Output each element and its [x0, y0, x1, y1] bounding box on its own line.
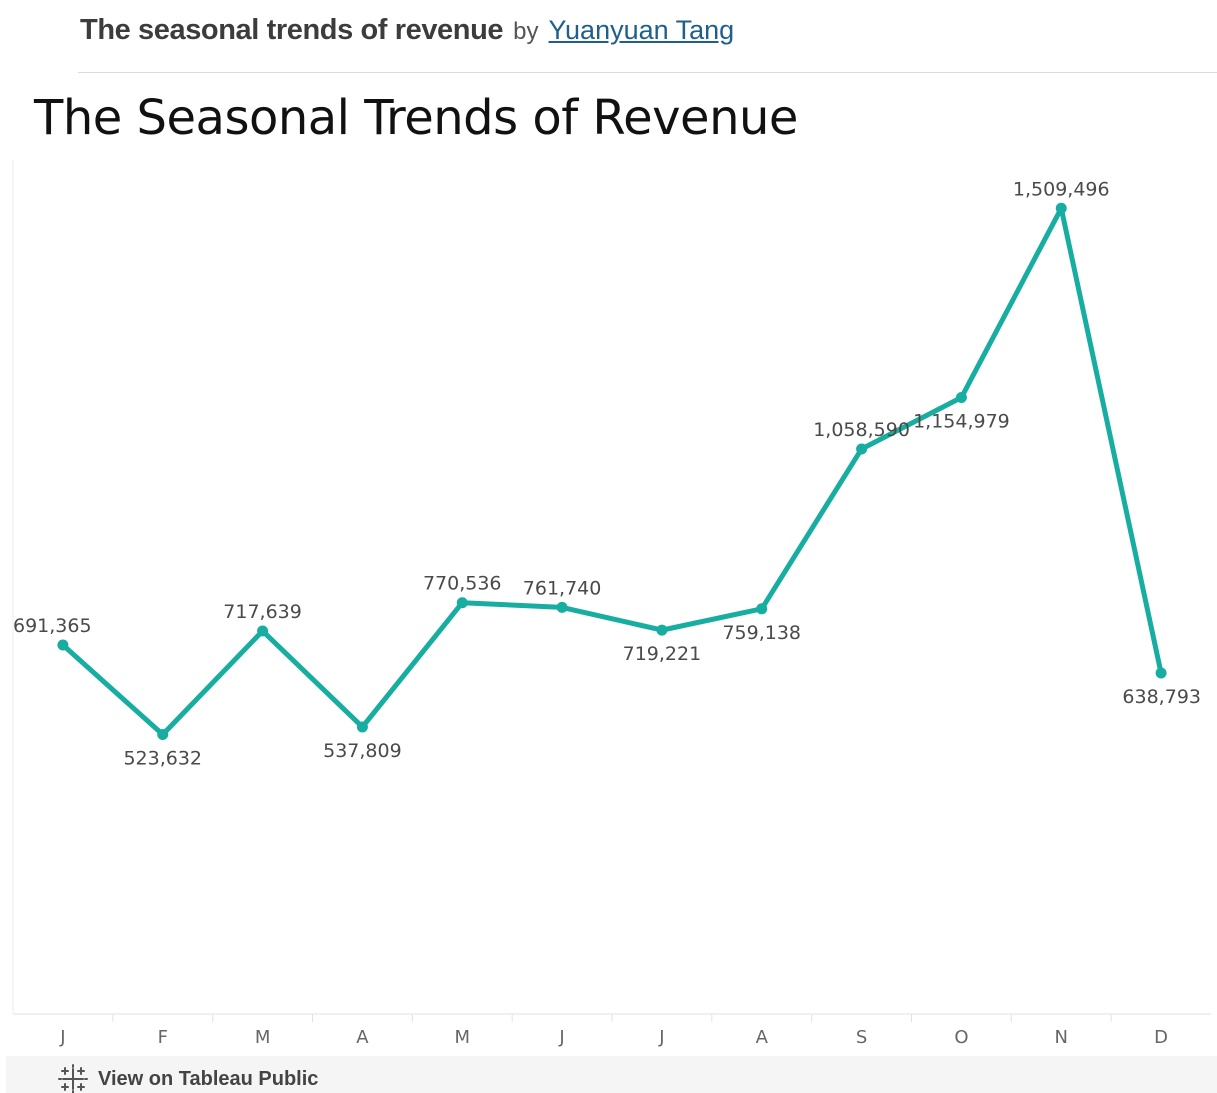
data-label: 1,058,590	[813, 419, 910, 441]
x-tick-label: D	[1154, 1027, 1168, 1048]
data-label: 719,221	[623, 643, 702, 665]
data-label: 1,509,496	[1013, 178, 1110, 200]
x-tick-label: J	[59, 1027, 65, 1048]
data-label: 691,365	[13, 615, 92, 637]
x-tick-label: A	[356, 1027, 369, 1048]
data-label: 523,632	[123, 748, 202, 770]
x-tick-label: M	[255, 1027, 271, 1048]
x-tick-label: J	[558, 1027, 564, 1048]
data-point	[257, 625, 269, 637]
data-label: 1,154,979	[913, 411, 1010, 433]
data-point	[556, 601, 568, 613]
viz-title: The seasonal trends of revenue	[80, 14, 504, 46]
x-tick-label: A	[756, 1027, 769, 1048]
data-point	[456, 597, 468, 609]
x-tick-label: J	[658, 1027, 664, 1048]
header-divider	[78, 72, 1217, 73]
data-label: 761,740	[523, 577, 602, 599]
view-on-tableau-public-label: View on Tableau Public	[98, 1067, 319, 1090]
data-point	[756, 603, 768, 615]
data-label: 537,809	[323, 740, 402, 762]
data-label: 770,536	[423, 573, 502, 595]
footer-bar	[6, 1056, 1217, 1093]
x-tick-label: O	[954, 1027, 968, 1048]
data-label: 717,639	[223, 601, 302, 623]
x-tick-label: M	[454, 1027, 470, 1048]
data-label: 759,138	[722, 622, 801, 644]
data-point	[656, 624, 668, 636]
x-tick-label: S	[856, 1027, 867, 1048]
revenue-series	[60, 205, 1164, 738]
line-chart: J F M A M J J A S O N D 691,365 523,632 717,639 537,80…	[12, 160, 1211, 1048]
data-point	[356, 721, 368, 733]
data-labels: 691,365 523,632 717,639 537,809 770,536 761,7…	[13, 178, 1201, 769]
data-point	[1155, 667, 1167, 679]
data-point	[157, 729, 169, 741]
chart-title: The Seasonal Trends of Revenue	[34, 90, 798, 146]
author-link[interactable]: Yuanyuan Tang	[548, 15, 735, 45]
data-point	[1055, 202, 1067, 214]
data-point	[856, 443, 868, 455]
x-tick-label: N	[1055, 1027, 1068, 1048]
tableau-logo-icon	[58, 1064, 88, 1093]
page-header: The seasonal trends of revenue by Yuanyu…	[80, 14, 734, 58]
series-line	[60, 205, 1164, 738]
data-points	[57, 202, 1167, 741]
data-point	[955, 392, 967, 404]
data-label: 638,793	[1122, 686, 1201, 708]
byline: by	[513, 18, 539, 45]
data-point	[57, 639, 69, 651]
x-tick-label: F	[158, 1027, 168, 1048]
view-on-tableau-public-link[interactable]: View on Tableau Public	[58, 1064, 318, 1093]
